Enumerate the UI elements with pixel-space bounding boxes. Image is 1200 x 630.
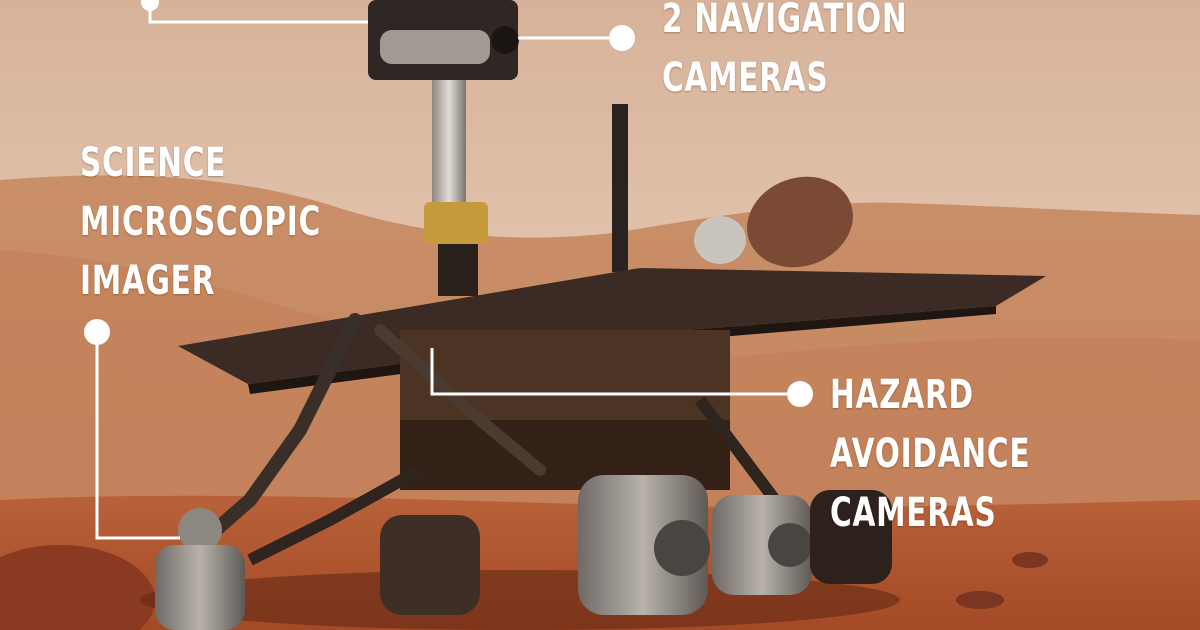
high-gain-dish bbox=[747, 176, 853, 268]
science-microscopic-imager-label: SCIENCE MICROSCOPIC IMAGER bbox=[80, 134, 321, 311]
wheel-mid-left bbox=[380, 515, 480, 615]
robotic-arm-forearm bbox=[374, 324, 546, 476]
camera-lens bbox=[491, 26, 519, 54]
solar-panel-edge bbox=[248, 306, 996, 394]
wheel-hub-mid-right bbox=[768, 523, 812, 567]
low-gain-antenna bbox=[612, 104, 628, 272]
microscopic-imager-head bbox=[178, 508, 222, 552]
hazard-label-line-1: HAZARD bbox=[830, 372, 974, 418]
callout-line-science bbox=[95, 332, 180, 540]
rock-right bbox=[1012, 552, 1048, 568]
navigation-cameras-label: 2 NAVIGATION CAMERAS bbox=[662, 0, 907, 108]
rock-right-2 bbox=[956, 591, 1004, 609]
camera-mast bbox=[432, 70, 466, 220]
callout-line-hazard bbox=[430, 348, 800, 396]
science-label-line-3: IMAGER bbox=[80, 258, 216, 304]
mast-base bbox=[438, 244, 478, 296]
science-label-line-2: MICROSCOPIC bbox=[80, 199, 321, 245]
callout-dot-navigation bbox=[609, 25, 635, 51]
callout-dot-hazard bbox=[787, 381, 813, 407]
callout-dot-top-left bbox=[141, 0, 159, 11]
wheel-front-right bbox=[578, 475, 708, 615]
hazard-avoidance-cameras-label: HAZARD AVOIDANCE CAMERAS bbox=[830, 366, 1030, 543]
camera-head-housing bbox=[380, 30, 490, 64]
suspension-left bbox=[247, 464, 423, 566]
hazard-label-line-3: CAMERAS bbox=[830, 490, 997, 536]
callout-dots bbox=[84, 0, 813, 407]
wheel-rear-right bbox=[810, 490, 892, 584]
navigation-label-line-1: 2 NAVIGATION bbox=[662, 0, 908, 42]
solar-panel-deck bbox=[178, 268, 1046, 384]
wheel-mid-right bbox=[712, 495, 812, 595]
callout-dot-science bbox=[84, 319, 110, 345]
robotic-arm bbox=[203, 313, 362, 542]
wheel-hub-front-right bbox=[654, 520, 710, 576]
rock-left bbox=[0, 545, 155, 630]
science-label-line-1: SCIENCE bbox=[80, 140, 227, 186]
wheel-front-left bbox=[155, 545, 245, 630]
mast-gold-joint bbox=[424, 202, 488, 244]
hazard-label-line-2: AVOIDANCE bbox=[830, 431, 1031, 477]
rover-shadow bbox=[140, 570, 900, 630]
dish-mount bbox=[694, 216, 746, 264]
navigation-label-line-2: CAMERAS bbox=[662, 55, 829, 101]
